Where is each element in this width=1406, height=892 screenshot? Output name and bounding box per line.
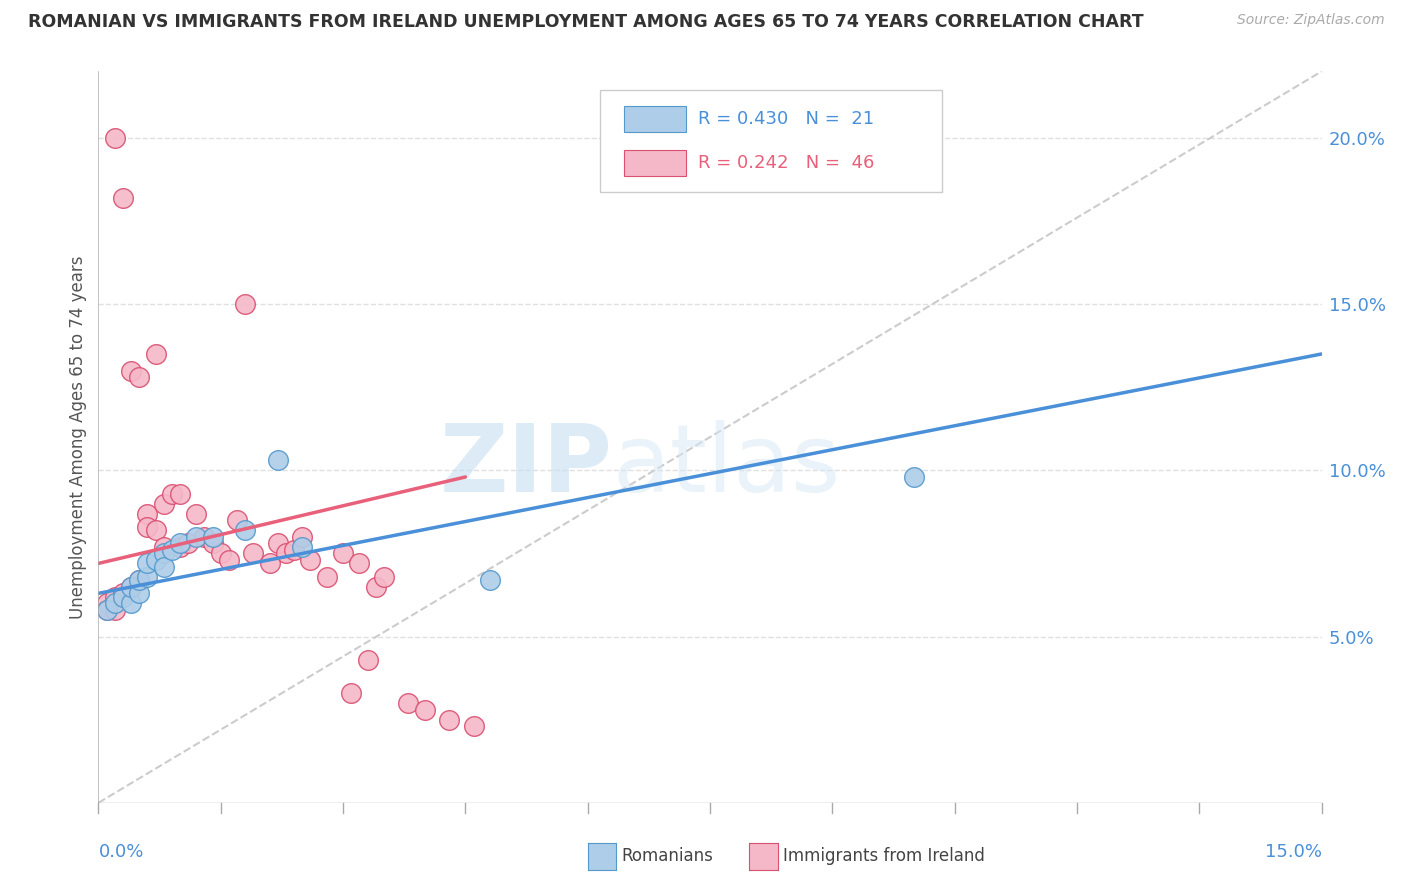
Point — [128, 586, 150, 600]
Point — [128, 573, 150, 587]
Point — [104, 603, 127, 617]
Point — [145, 347, 167, 361]
Point — [218, 553, 240, 567]
Point — [136, 570, 159, 584]
Text: Immigrants from Ireland: Immigrants from Ireland — [783, 847, 986, 865]
Point — [242, 546, 264, 560]
Point — [120, 580, 142, 594]
Point — [169, 540, 191, 554]
Point — [104, 596, 127, 610]
Point — [413, 703, 436, 717]
Point — [356, 653, 378, 667]
Point — [193, 530, 215, 544]
Point — [267, 536, 290, 550]
Point — [152, 497, 174, 511]
Point — [364, 580, 387, 594]
Text: R = 0.242   N =  46: R = 0.242 N = 46 — [697, 153, 875, 172]
Point — [96, 603, 118, 617]
Point — [136, 507, 159, 521]
Point — [274, 546, 297, 560]
Point — [169, 536, 191, 550]
Text: Source: ZipAtlas.com: Source: ZipAtlas.com — [1237, 13, 1385, 28]
Point — [128, 573, 150, 587]
Point — [315, 570, 337, 584]
Point — [186, 507, 208, 521]
Bar — [624, 106, 686, 132]
Point — [291, 530, 314, 544]
Point — [128, 370, 150, 384]
Point — [186, 530, 208, 544]
Point — [152, 546, 174, 560]
Point — [177, 536, 200, 550]
Point — [120, 580, 142, 594]
Point — [267, 453, 290, 467]
Y-axis label: Unemployment Among Ages 65 to 74 years: Unemployment Among Ages 65 to 74 years — [69, 255, 87, 619]
Point — [111, 586, 134, 600]
Point — [233, 297, 256, 311]
Point — [283, 543, 305, 558]
Point — [373, 570, 395, 584]
Point — [209, 546, 232, 560]
Point — [259, 557, 281, 571]
Point — [340, 686, 363, 700]
Point — [201, 536, 224, 550]
Point — [136, 557, 159, 571]
Point — [903, 470, 925, 484]
Text: atlas: atlas — [612, 420, 841, 512]
Text: 0.0%: 0.0% — [98, 843, 143, 861]
Point — [120, 596, 142, 610]
Point — [136, 520, 159, 534]
Text: 15.0%: 15.0% — [1264, 843, 1322, 861]
Bar — [624, 150, 686, 176]
Point — [463, 719, 485, 733]
Text: ROMANIAN VS IMMIGRANTS FROM IRELAND UNEMPLOYMENT AMONG AGES 65 TO 74 YEARS CORRE: ROMANIAN VS IMMIGRANTS FROM IRELAND UNEM… — [28, 13, 1143, 31]
Point — [299, 553, 322, 567]
Point — [111, 590, 134, 604]
Point — [291, 540, 314, 554]
Point — [96, 603, 118, 617]
Point — [332, 546, 354, 560]
Point — [120, 363, 142, 377]
Point — [152, 559, 174, 574]
Point — [96, 596, 118, 610]
Point — [145, 523, 167, 537]
Text: ZIP: ZIP — [439, 420, 612, 512]
Point — [226, 513, 249, 527]
Point — [437, 713, 460, 727]
Point — [169, 486, 191, 500]
Point — [233, 523, 256, 537]
Point — [396, 696, 419, 710]
Point — [349, 557, 371, 571]
Point — [160, 543, 183, 558]
Point — [104, 590, 127, 604]
FancyBboxPatch shape — [600, 90, 942, 192]
Point — [145, 553, 167, 567]
Point — [201, 530, 224, 544]
Point — [160, 486, 183, 500]
Text: Romanians: Romanians — [621, 847, 713, 865]
Point — [111, 191, 134, 205]
Point — [104, 131, 127, 145]
Point — [478, 573, 501, 587]
Text: R = 0.430   N =  21: R = 0.430 N = 21 — [697, 110, 875, 128]
Point — [152, 540, 174, 554]
